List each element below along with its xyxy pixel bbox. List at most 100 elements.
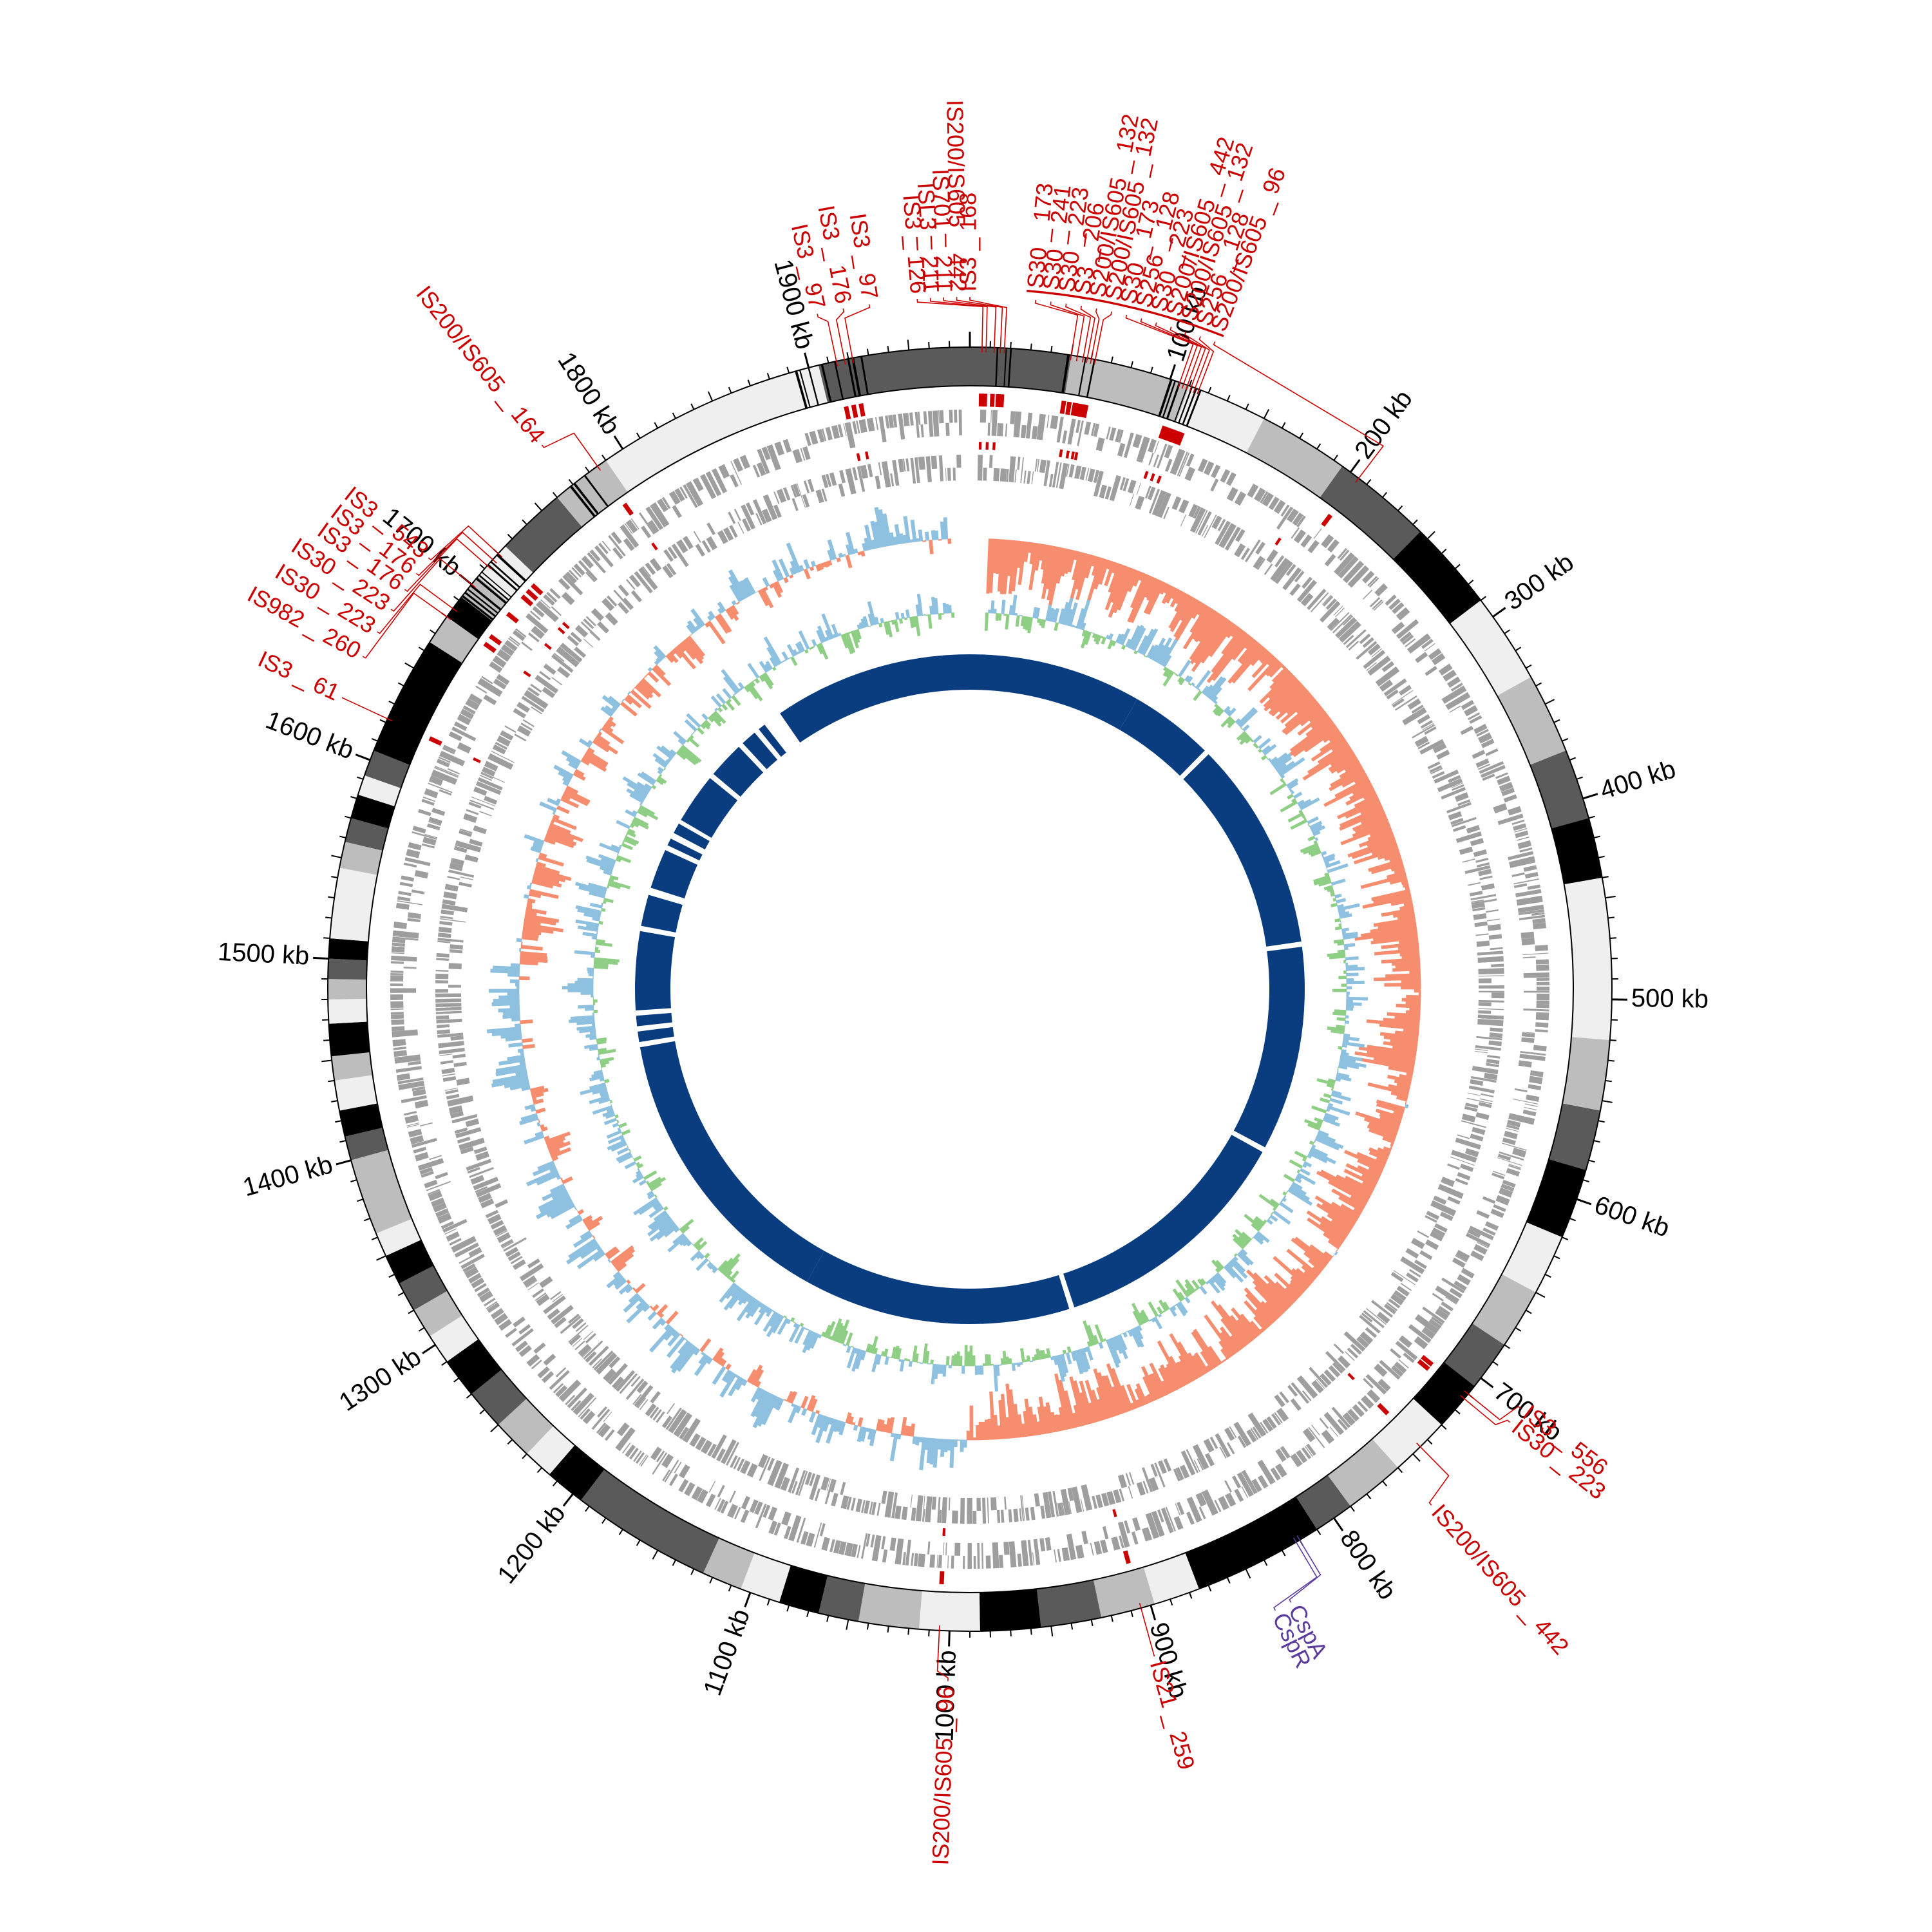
gc-content-bar (708, 1260, 711, 1263)
cds-feature (766, 444, 781, 471)
gc-content-bar (1234, 1229, 1251, 1244)
cds-feature (826, 1478, 831, 1492)
cds-feature (390, 1012, 404, 1015)
gc-skew-bar (838, 553, 843, 558)
cds-feature (846, 1497, 852, 1510)
cds-feature (790, 484, 797, 498)
minor-tick (1090, 1619, 1094, 1626)
gc-skew-bar (1264, 1274, 1295, 1305)
cds-feature (511, 1328, 534, 1347)
major-tick (1349, 459, 1361, 473)
gc-content-bar (1304, 1119, 1321, 1128)
gc-skew-bar (1353, 846, 1399, 865)
gc-content-bar (1316, 1135, 1344, 1150)
gc-content-bar (637, 772, 656, 786)
cds-feature (936, 1555, 938, 1568)
gc-content-bar (1106, 1339, 1120, 1368)
cds-feature (615, 1370, 636, 1392)
ideogram-band (328, 938, 368, 961)
gc-skew-bar (1200, 1350, 1215, 1370)
gc-skew-bar (934, 530, 939, 540)
cds-feature (572, 1318, 584, 1329)
cds-feature (553, 1383, 564, 1394)
cds-feature (527, 632, 540, 643)
gc-content-bar (1338, 976, 1347, 980)
ideogram-band (1530, 750, 1589, 829)
gc-skew-bar (553, 814, 560, 820)
gc-content-bar (1036, 1348, 1041, 1360)
ideogram-band (413, 1291, 462, 1337)
gc-content-bar (1160, 639, 1178, 667)
cds-feature (1067, 419, 1076, 445)
cds-feature (987, 1497, 989, 1524)
cds-feature (647, 520, 659, 534)
cds-feature (426, 823, 440, 831)
minor-tick (654, 422, 659, 429)
ideogram-stripe (851, 357, 861, 397)
gc-content-bar (1125, 1331, 1128, 1333)
cds-feature (510, 1256, 523, 1265)
cds-feature (1163, 1458, 1172, 1472)
gc-content-bar (1256, 1231, 1270, 1244)
gc-skew-bar (783, 576, 789, 583)
cds-feature (1432, 771, 1445, 779)
gc-content-bar (609, 875, 619, 881)
cds-feature (1085, 468, 1090, 481)
gc-content-bar (1095, 634, 1102, 645)
cds-feature (1492, 1170, 1506, 1176)
minor-tick (357, 1198, 364, 1202)
cds-feature (714, 1497, 721, 1510)
cds-feature (866, 1533, 871, 1547)
is-element-label-leader (835, 308, 846, 365)
gc-skew-bar (1220, 1326, 1240, 1352)
cds-feature (757, 1454, 768, 1468)
gc-content-bar (1070, 1350, 1077, 1361)
cds-feature (468, 1273, 482, 1283)
gc-content-bar (898, 618, 904, 624)
gc-skew-bar (534, 867, 572, 881)
cds-feature (479, 811, 492, 817)
is-element-marker (851, 404, 858, 419)
cds-feature (1266, 1416, 1277, 1429)
cds-feature (856, 421, 860, 434)
gc-skew-bar (519, 1116, 539, 1126)
minor-tick (1189, 379, 1193, 386)
cds-feature (1508, 1164, 1521, 1170)
cds-feature (922, 1495, 925, 1522)
gc-content-bar (602, 1110, 615, 1117)
cds-feature (1048, 473, 1054, 488)
is-element-label-leader (1464, 1390, 1521, 1421)
gc-skew-bar (1134, 1388, 1145, 1406)
cds-feature (1290, 1398, 1302, 1411)
gc-content-bar (607, 1139, 627, 1151)
major-tick (1169, 364, 1177, 380)
cds-feature (442, 1218, 468, 1233)
minor-tick (1426, 1439, 1433, 1445)
cds-feature (1518, 909, 1544, 916)
gc-skew-bar (1132, 571, 1142, 587)
cds-feature (1386, 689, 1399, 700)
gc-skew-bar (1328, 1180, 1368, 1204)
cds-feature (582, 1410, 596, 1425)
gc-content-bar (649, 1206, 664, 1218)
cds-feature (1438, 1305, 1451, 1316)
cds-feature (515, 1340, 528, 1352)
scale-tick-label: 1100 kb (698, 1605, 755, 1700)
gc-skew-bar (582, 1215, 592, 1224)
cds-feature (457, 1137, 471, 1144)
gc-skew-bar (687, 635, 705, 658)
gc-content-bar (1014, 1362, 1018, 1365)
gc-skew-bar (520, 945, 543, 951)
gc-skew-bar (1354, 929, 1417, 941)
cds-feature (475, 1186, 488, 1193)
cds-feature (390, 983, 404, 987)
gc-content-bar (1227, 719, 1236, 728)
minor-tick (1050, 345, 1053, 353)
cds-feature (1234, 1488, 1244, 1502)
cds-feature (1068, 1501, 1072, 1515)
cds-feature (800, 1531, 809, 1545)
gc-skew-bar (1130, 576, 1154, 623)
minor-tick (1515, 1327, 1522, 1332)
minor-tick (1208, 386, 1212, 393)
cds-feature (1492, 1172, 1505, 1180)
